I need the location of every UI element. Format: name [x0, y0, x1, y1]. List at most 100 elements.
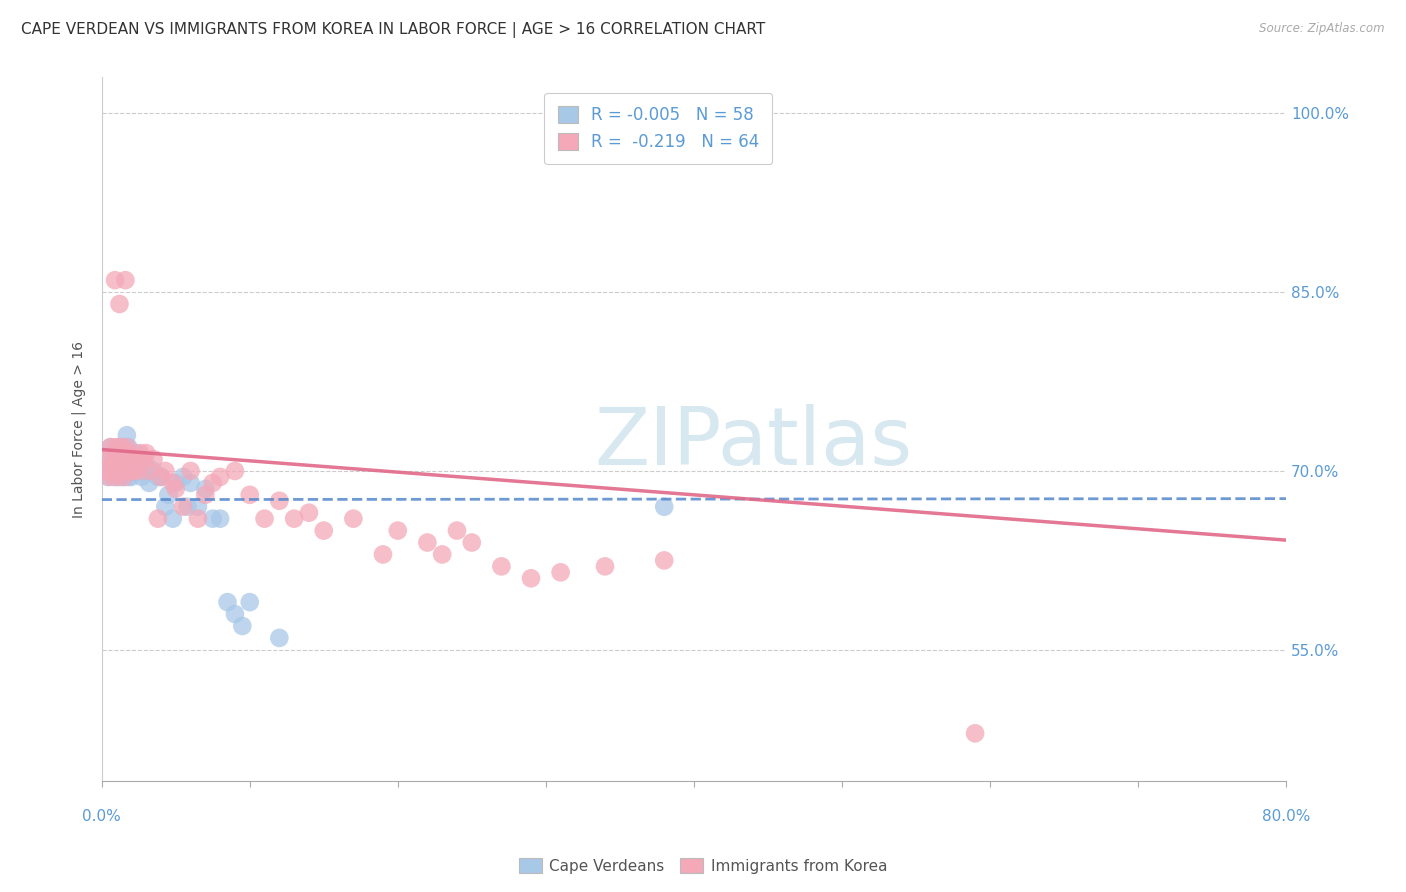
Text: 0.0%: 0.0%	[83, 809, 121, 824]
Point	[201, 475, 224, 490]
Point	[110, 440, 132, 454]
Point	[117, 458, 139, 472]
Point	[98, 470, 121, 484]
Point	[461, 535, 484, 549]
Point	[105, 470, 128, 484]
Point	[101, 458, 124, 472]
Point	[107, 470, 129, 484]
Legend: Cape Verdeans, Immigrants from Korea: Cape Verdeans, Immigrants from Korea	[513, 852, 893, 880]
Text: Source: ZipAtlas.com: Source: ZipAtlas.com	[1260, 22, 1385, 36]
Point	[652, 553, 675, 567]
Point	[103, 470, 125, 484]
Point	[550, 566, 572, 580]
Point	[97, 470, 120, 484]
Point	[135, 446, 157, 460]
Point	[446, 524, 468, 538]
Text: CAPE VERDEAN VS IMMIGRANTS FROM KOREA IN LABOR FORCE | AGE > 16 CORRELATION CHAR: CAPE VERDEAN VS IMMIGRANTS FROM KOREA IN…	[21, 22, 765, 38]
Point	[165, 475, 187, 490]
Point	[112, 440, 135, 454]
Y-axis label: In Labor Force | Age > 16: In Labor Force | Age > 16	[72, 341, 86, 517]
Point	[112, 470, 135, 484]
Point	[138, 475, 160, 490]
Point	[491, 559, 513, 574]
Point	[115, 440, 138, 454]
Point	[180, 475, 202, 490]
Point	[209, 511, 232, 525]
Point	[187, 500, 209, 514]
Point	[155, 464, 177, 478]
Point	[194, 482, 217, 496]
Point	[172, 470, 194, 484]
Point	[127, 458, 149, 472]
Legend: R = -0.005   N = 58, R =  -0.219   N = 64: R = -0.005 N = 58, R = -0.219 N = 64	[544, 93, 772, 164]
Point	[108, 446, 131, 460]
Point	[129, 446, 152, 460]
Point	[105, 440, 128, 454]
Point	[110, 446, 132, 460]
Point	[108, 440, 131, 454]
Point	[112, 470, 135, 484]
Point	[117, 470, 139, 484]
Point	[121, 464, 143, 478]
Point	[98, 452, 121, 467]
Point	[128, 464, 150, 478]
Point	[520, 571, 543, 585]
Point	[135, 458, 157, 472]
Point	[217, 595, 239, 609]
Point	[652, 500, 675, 514]
Point	[108, 297, 131, 311]
Point	[312, 524, 335, 538]
Point	[231, 619, 253, 633]
Point	[138, 464, 160, 478]
Point	[239, 595, 262, 609]
Point	[124, 458, 146, 472]
Point	[149, 470, 172, 484]
Point	[110, 470, 132, 484]
Point	[131, 470, 153, 484]
Point	[298, 506, 321, 520]
Point	[96, 464, 118, 478]
Point	[107, 452, 129, 467]
Point	[114, 452, 136, 467]
Point	[101, 458, 124, 472]
Point	[132, 464, 155, 478]
Point	[155, 500, 177, 514]
Point	[111, 458, 134, 472]
Point	[100, 440, 122, 454]
Point	[157, 488, 180, 502]
Point	[269, 493, 291, 508]
Point	[224, 607, 246, 621]
Point	[128, 464, 150, 478]
Point	[108, 464, 131, 478]
Point	[97, 452, 120, 467]
Point	[104, 446, 127, 460]
Point	[176, 500, 198, 514]
Point	[111, 458, 134, 472]
Point	[120, 458, 142, 472]
Point	[180, 464, 202, 478]
Point	[104, 464, 127, 478]
Point	[162, 511, 184, 525]
Text: ZIPatlas: ZIPatlas	[593, 404, 912, 483]
Point	[149, 470, 172, 484]
Point	[129, 452, 152, 467]
Point	[416, 535, 439, 549]
Point	[253, 511, 276, 525]
Point	[165, 482, 187, 496]
Point	[103, 452, 125, 467]
Point	[111, 464, 134, 478]
Point	[194, 488, 217, 502]
Point	[105, 452, 128, 467]
Point	[187, 511, 209, 525]
Point	[172, 500, 194, 514]
Point	[387, 524, 409, 538]
Point	[108, 464, 131, 478]
Point	[115, 428, 138, 442]
Point	[430, 548, 453, 562]
Point	[146, 470, 169, 484]
Text: 80.0%: 80.0%	[1261, 809, 1310, 824]
Point	[117, 464, 139, 478]
Point	[162, 475, 184, 490]
Point	[371, 548, 394, 562]
Point	[209, 470, 232, 484]
